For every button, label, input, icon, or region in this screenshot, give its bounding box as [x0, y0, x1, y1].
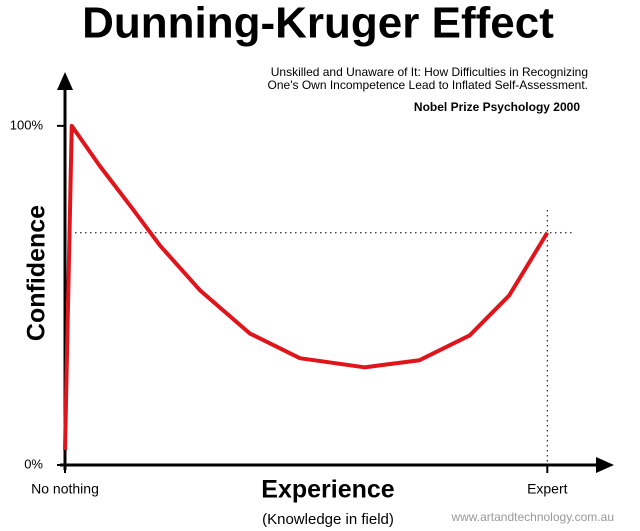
x-axis-arrow — [596, 457, 614, 473]
x-axis-label: Experience — [261, 476, 395, 504]
subtitle: One's Own Incompetence Lead to Inflated … — [268, 78, 588, 92]
annotation: Nobel Prize Psychology 2000 — [414, 100, 580, 114]
line — [63, 123, 550, 451]
x-axis-sublabel: (Knowledge in field) — [262, 511, 394, 528]
y-tick-label: 100% — [10, 117, 44, 132]
y-axis-label: Confidence — [23, 205, 51, 341]
credit: www.artandtechnology.com.au — [450, 510, 614, 524]
y-axis-arrow — [57, 72, 73, 90]
y-tick-label: 0% — [24, 456, 43, 471]
x-tick-label: No nothing — [31, 481, 99, 497]
x-tick-label: Expert — [527, 481, 568, 497]
chart-title: Dunning-Kruger Effect — [82, 0, 554, 48]
subtitle: Unskilled and Unaware of It: How Difficu… — [271, 65, 588, 79]
